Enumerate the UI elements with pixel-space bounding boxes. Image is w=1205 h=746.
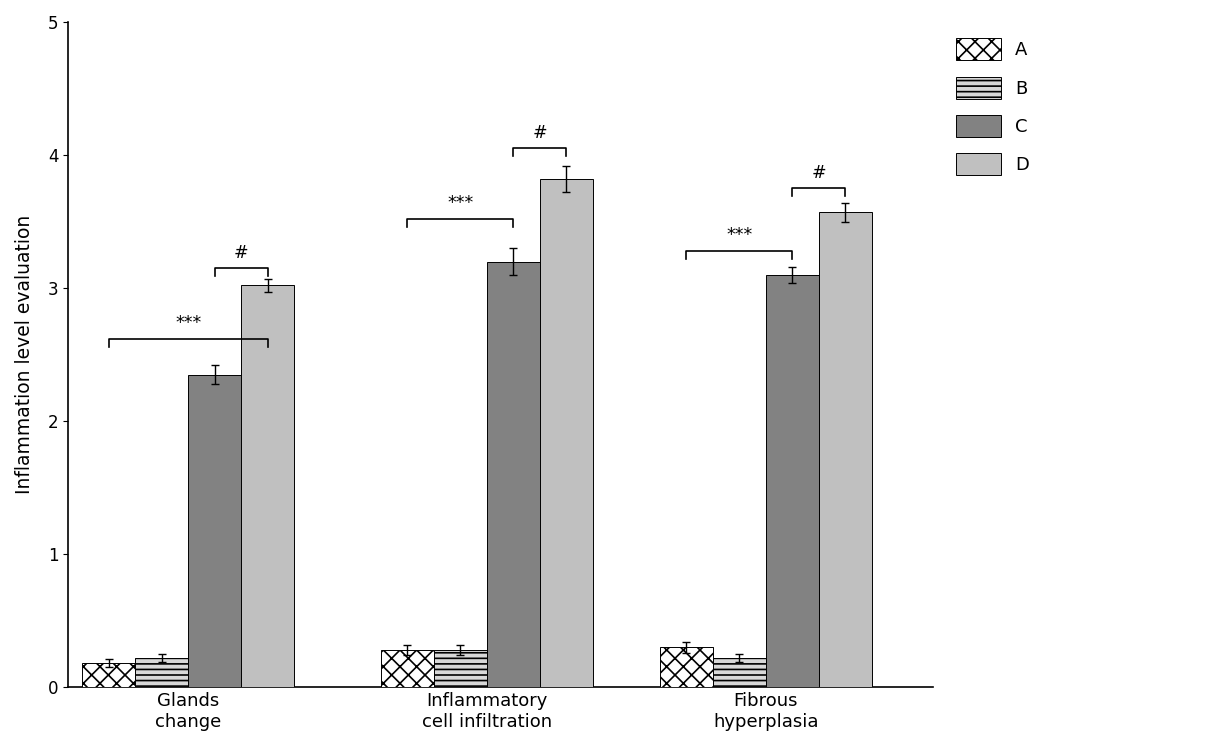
Bar xyxy=(765,275,818,687)
Bar xyxy=(540,179,593,687)
Bar xyxy=(434,650,487,687)
Text: #: # xyxy=(533,124,547,142)
Bar xyxy=(381,650,434,687)
Text: ***: *** xyxy=(175,314,201,332)
Text: #: # xyxy=(234,243,248,262)
Bar xyxy=(487,262,540,687)
Bar xyxy=(135,658,188,687)
Bar xyxy=(712,658,765,687)
Bar xyxy=(82,663,135,687)
Text: ***: *** xyxy=(727,226,752,244)
Text: ***: *** xyxy=(447,194,474,213)
Text: #: # xyxy=(811,163,825,182)
Bar xyxy=(188,374,241,687)
Bar xyxy=(241,286,294,687)
Legend: A, B, C, D: A, B, C, D xyxy=(948,31,1036,182)
Bar xyxy=(818,213,871,687)
Bar xyxy=(659,648,712,687)
Y-axis label: Inflammation level evaluation: Inflammation level evaluation xyxy=(14,215,34,495)
